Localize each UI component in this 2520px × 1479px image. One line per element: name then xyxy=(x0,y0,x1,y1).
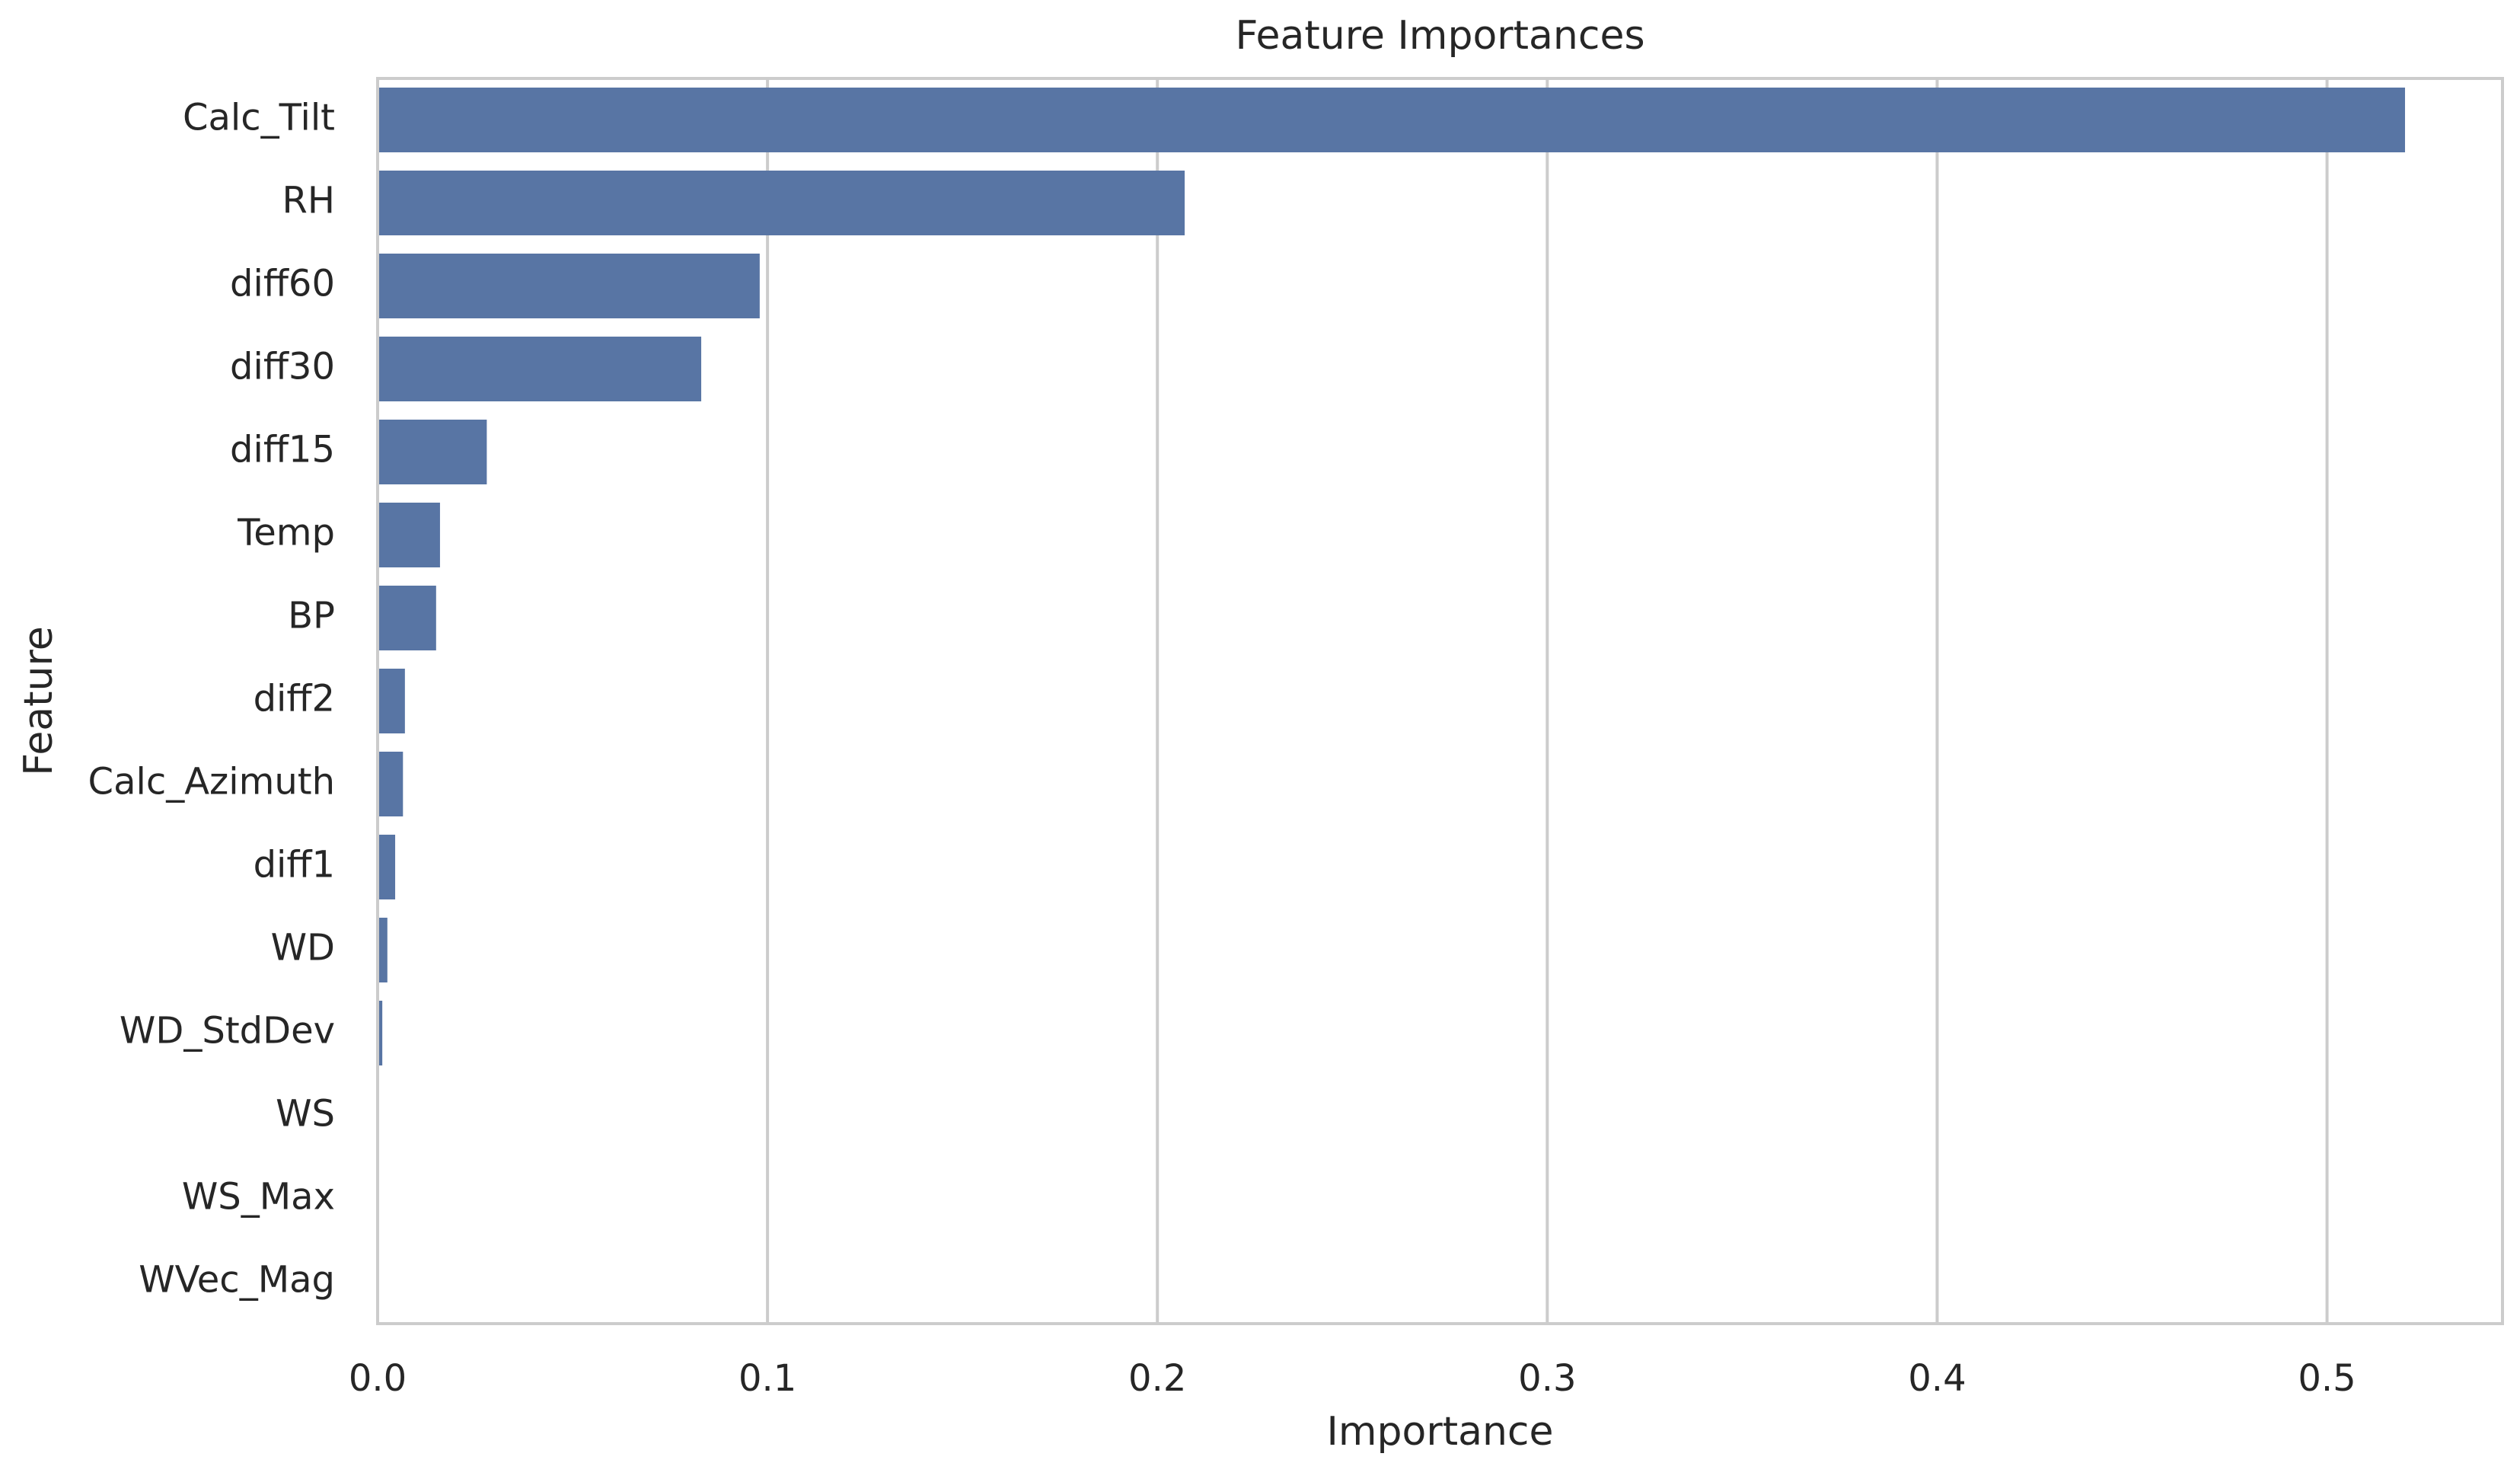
y-tick-label: diff2 xyxy=(254,678,335,720)
bar-WD_StdDev xyxy=(378,1000,383,1066)
x-tick-label: 0.5 xyxy=(2298,1357,2356,1400)
y-axis-label: Feature xyxy=(16,626,62,776)
bar-Calc_Azimuth xyxy=(378,751,404,817)
y-tick-label: diff15 xyxy=(230,429,335,471)
x-axis-label: Importance xyxy=(1327,1409,1554,1455)
y-tick-label: WS_Max xyxy=(182,1176,335,1219)
x-tick-label: 0.3 xyxy=(1518,1357,1576,1400)
y-tick-label: diff1 xyxy=(254,844,335,886)
y-tick-label: Calc_Azimuth xyxy=(88,761,335,803)
y-tick-label: WS xyxy=(276,1093,335,1136)
plot-frame xyxy=(376,77,2504,1325)
y-tick-labels: Calc_Tilt RH diff60 diff30 diff15 Temp BP diff2… xyxy=(88,97,335,1302)
bar-Temp xyxy=(378,502,440,568)
x-tick-label: 0.4 xyxy=(1908,1357,1966,1400)
y-tick-label: diff60 xyxy=(230,263,335,305)
x-tick-label: 0.0 xyxy=(349,1357,407,1400)
bar-BP xyxy=(378,585,436,651)
bars xyxy=(378,87,2405,1066)
y-tick-label: WD xyxy=(271,927,335,969)
x-tick-label: 0.1 xyxy=(738,1357,796,1400)
y-tick-label: RH xyxy=(282,180,335,222)
x-tick-labels: 0.0 0.1 0.2 0.3 0.4 0.5 xyxy=(349,1357,2356,1400)
y-tick-label: Calc_Tilt xyxy=(183,97,335,139)
bar-Calc_Tilt xyxy=(378,87,2405,153)
bar-WD xyxy=(378,917,388,983)
bar-diff1 xyxy=(378,834,396,900)
chart-title: Feature Importances xyxy=(1235,13,1644,59)
bar-diff15 xyxy=(378,419,487,485)
bar-diff30 xyxy=(378,336,702,402)
bar-diff2 xyxy=(378,668,405,734)
y-tick-label: BP xyxy=(288,595,335,637)
bar-RH xyxy=(378,170,1185,236)
gridlines xyxy=(766,78,2329,1324)
x-tick-label: 0.2 xyxy=(1128,1357,1186,1400)
y-tick-label: Temp xyxy=(237,512,335,554)
y-tick-label: WD_StdDev xyxy=(120,1010,335,1053)
y-tick-label: WVec_Mag xyxy=(139,1259,335,1302)
y-tick-label: diff30 xyxy=(230,346,335,388)
bar-diff60 xyxy=(378,253,760,319)
